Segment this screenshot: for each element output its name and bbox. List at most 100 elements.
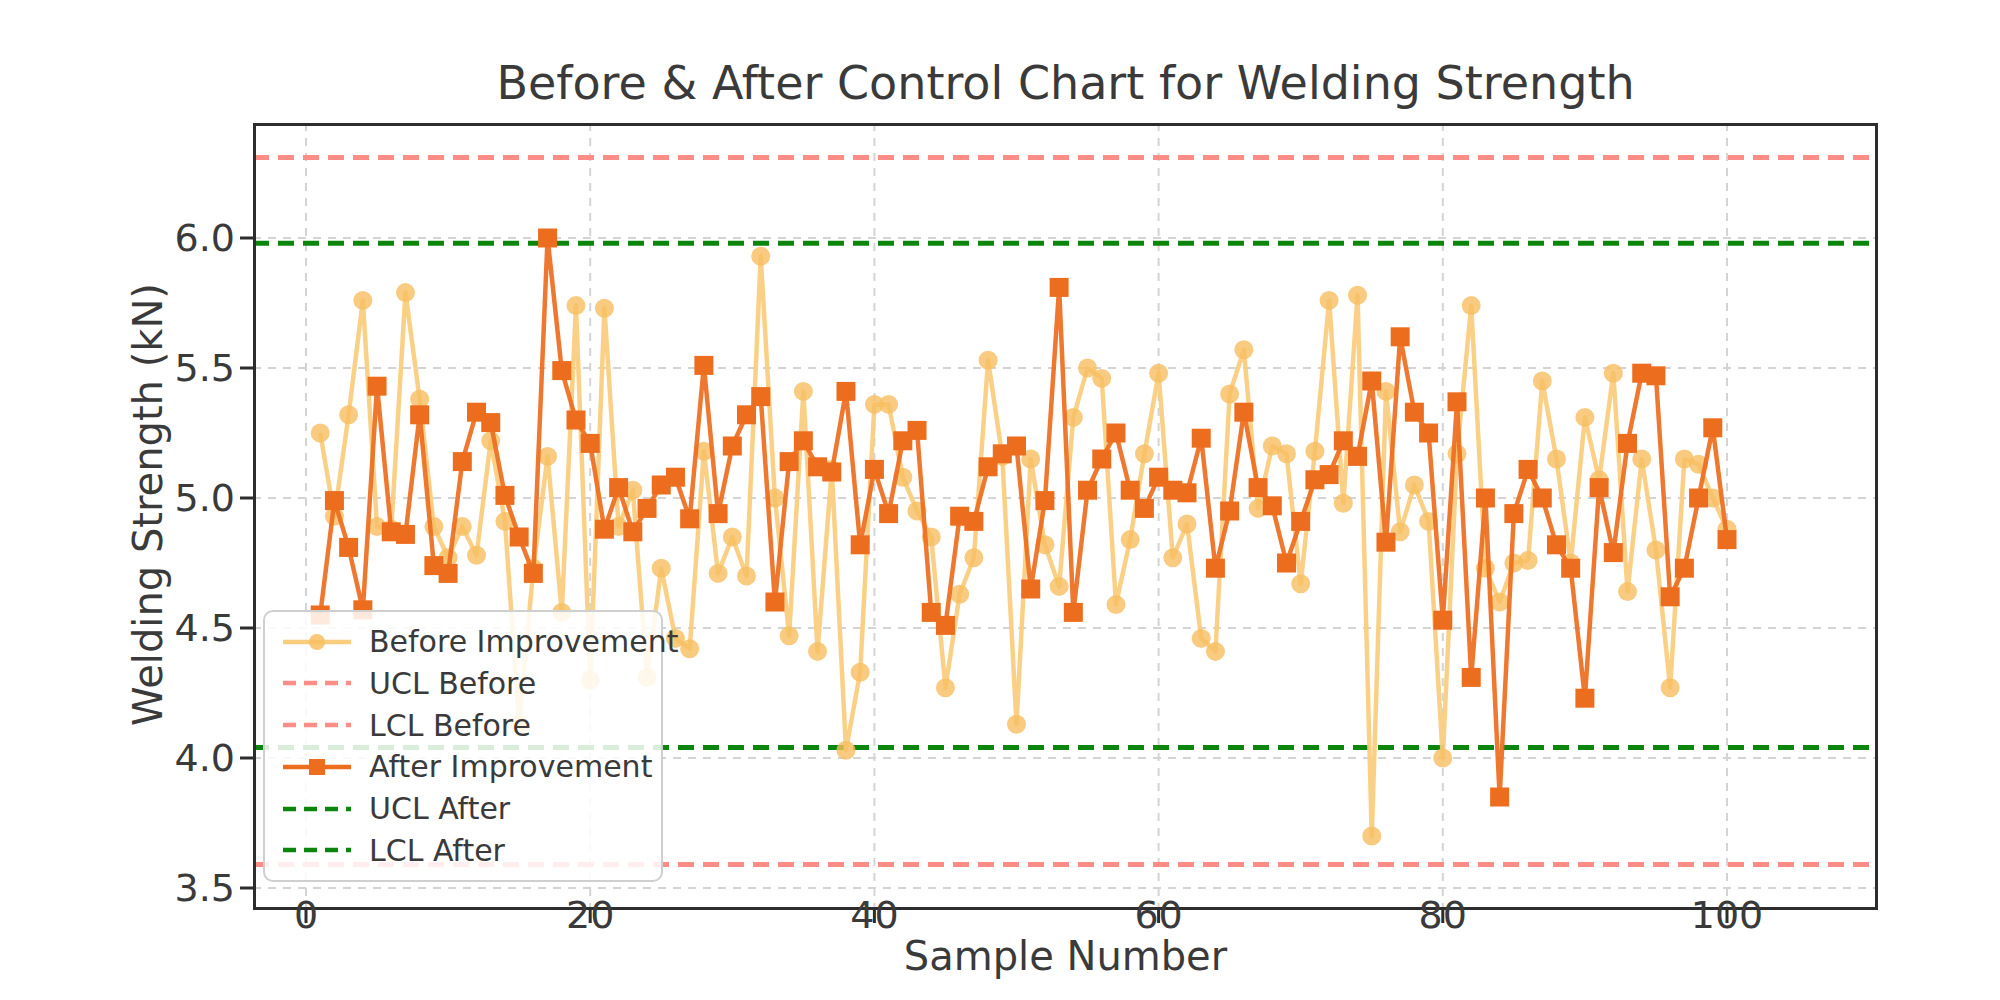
data-point-after-improvement xyxy=(1448,392,1467,411)
data-point-after-improvement xyxy=(1433,611,1452,630)
legend-swatch-ucl-before-dash-icon xyxy=(281,672,353,694)
data-point-after-improvement xyxy=(1462,668,1481,687)
legend-swatch-ucl-after-dash-icon xyxy=(281,798,353,820)
data-point-after-improvement xyxy=(566,411,585,430)
data-point-after-improvement xyxy=(495,486,514,505)
data-point-before-improvement xyxy=(311,424,330,443)
control-chart-figure: Before & After Control Chart for Welding… xyxy=(0,0,2000,1000)
x-tick-label: 80 xyxy=(1383,896,1503,934)
data-point-after-improvement xyxy=(1050,278,1069,297)
legend-item: After Improvement xyxy=(281,749,645,784)
data-point-before-improvement xyxy=(1277,444,1296,463)
data-point-before-improvement xyxy=(652,559,671,578)
data-point-before-improvement xyxy=(808,642,827,661)
data-point-before-improvement xyxy=(1462,296,1481,315)
data-point-after-improvement xyxy=(552,361,571,380)
data-point-after-improvement xyxy=(1689,489,1708,508)
data-point-after-improvement xyxy=(538,229,557,248)
data-point-before-improvement xyxy=(1220,385,1239,404)
data-point-before-improvement xyxy=(737,567,756,586)
y-tick-label: 4.0 xyxy=(140,739,235,777)
legend-swatch-lcl-before-dash-icon xyxy=(281,714,353,736)
data-point-after-improvement xyxy=(1490,788,1509,807)
data-point-before-improvement xyxy=(1106,595,1125,614)
data-point-after-improvement xyxy=(1718,530,1737,549)
data-point-after-improvement xyxy=(1220,502,1239,521)
data-point-before-improvement xyxy=(467,546,486,565)
data-point-before-improvement xyxy=(794,382,813,401)
legend-swatch-after-improvement-square-line-icon xyxy=(281,756,353,778)
data-point-before-improvement xyxy=(1334,494,1353,513)
y-tick-label: 6.0 xyxy=(140,219,235,257)
x-tick-label: 0 xyxy=(246,896,366,934)
data-point-after-improvement xyxy=(623,522,642,541)
data-point-before-improvement xyxy=(950,585,969,604)
data-point-after-improvement xyxy=(1504,504,1523,523)
data-point-before-improvement xyxy=(964,548,983,567)
data-point-after-improvement xyxy=(836,382,855,401)
x-tick-label: 100 xyxy=(1667,896,1787,934)
data-point-before-improvement xyxy=(1149,364,1168,383)
data-point-after-improvement xyxy=(765,593,784,612)
data-point-after-improvement xyxy=(1135,499,1154,518)
y-tick-label: 4.5 xyxy=(140,609,235,647)
data-point-before-improvement xyxy=(1121,530,1140,549)
data-point-after-improvement xyxy=(1646,366,1665,385)
data-point-after-improvement xyxy=(1007,437,1026,456)
data-point-before-improvement xyxy=(1490,593,1509,612)
data-point-after-improvement xyxy=(1178,483,1197,502)
data-point-after-improvement xyxy=(1618,434,1637,453)
data-point-after-improvement xyxy=(737,405,756,424)
data-point-after-improvement xyxy=(410,405,429,424)
data-point-after-improvement xyxy=(1078,481,1097,500)
y-tick-label: 3.5 xyxy=(140,869,235,907)
data-point-after-improvement xyxy=(822,463,841,482)
data-point-after-improvement xyxy=(595,520,614,539)
data-point-before-improvement xyxy=(1135,444,1154,463)
data-point-before-improvement xyxy=(1604,364,1623,383)
data-point-after-improvement xyxy=(1575,689,1594,708)
data-point-before-improvement xyxy=(1618,582,1637,601)
data-point-before-improvement xyxy=(1206,642,1225,661)
data-point-after-improvement xyxy=(1661,587,1680,606)
data-point-after-improvement xyxy=(339,538,358,557)
x-tick-label: 60 xyxy=(1099,896,1219,934)
data-point-before-improvement xyxy=(1007,715,1026,734)
data-point-after-improvement xyxy=(1064,603,1083,622)
data-point-after-improvement xyxy=(1561,559,1580,578)
data-point-before-improvement xyxy=(1433,749,1452,768)
data-point-before-improvement xyxy=(1305,442,1324,461)
data-point-before-improvement xyxy=(1448,444,1467,463)
data-point-after-improvement xyxy=(325,491,344,510)
data-point-after-improvement xyxy=(1362,372,1381,391)
data-point-before-improvement xyxy=(595,299,614,318)
data-point-before-improvement xyxy=(1575,408,1594,427)
data-point-before-improvement xyxy=(1178,515,1197,534)
data-point-before-improvement xyxy=(680,639,699,658)
data-point-after-improvement xyxy=(510,528,529,547)
data-point-after-improvement xyxy=(1234,403,1253,422)
data-point-after-improvement xyxy=(1249,478,1268,497)
legend-item: LCL After xyxy=(281,833,645,868)
data-point-after-improvement xyxy=(723,437,742,456)
legend-item-label: UCL After xyxy=(369,791,510,826)
data-point-before-improvement xyxy=(1320,291,1339,310)
data-point-before-improvement xyxy=(723,528,742,547)
data-point-before-improvement xyxy=(1163,548,1182,567)
data-point-after-improvement xyxy=(694,356,713,375)
data-point-after-improvement xyxy=(1476,489,1495,508)
legend-item: UCL Before xyxy=(281,666,645,701)
data-point-after-improvement xyxy=(1192,429,1211,448)
data-point-before-improvement xyxy=(1661,678,1680,697)
data-point-before-improvement xyxy=(1291,574,1310,593)
data-point-before-improvement xyxy=(1547,450,1566,469)
data-point-after-improvement xyxy=(964,512,983,531)
chart-title: Before & After Control Chart for Welding… xyxy=(253,56,1878,110)
legend-item: LCL Before xyxy=(281,708,645,743)
data-point-before-improvement xyxy=(851,663,870,682)
data-point-before-improvement xyxy=(836,741,855,760)
data-point-after-improvement xyxy=(680,509,699,528)
legend-item: UCL After xyxy=(281,791,645,826)
data-point-after-improvement xyxy=(1106,424,1125,443)
data-point-before-improvement xyxy=(353,291,372,310)
